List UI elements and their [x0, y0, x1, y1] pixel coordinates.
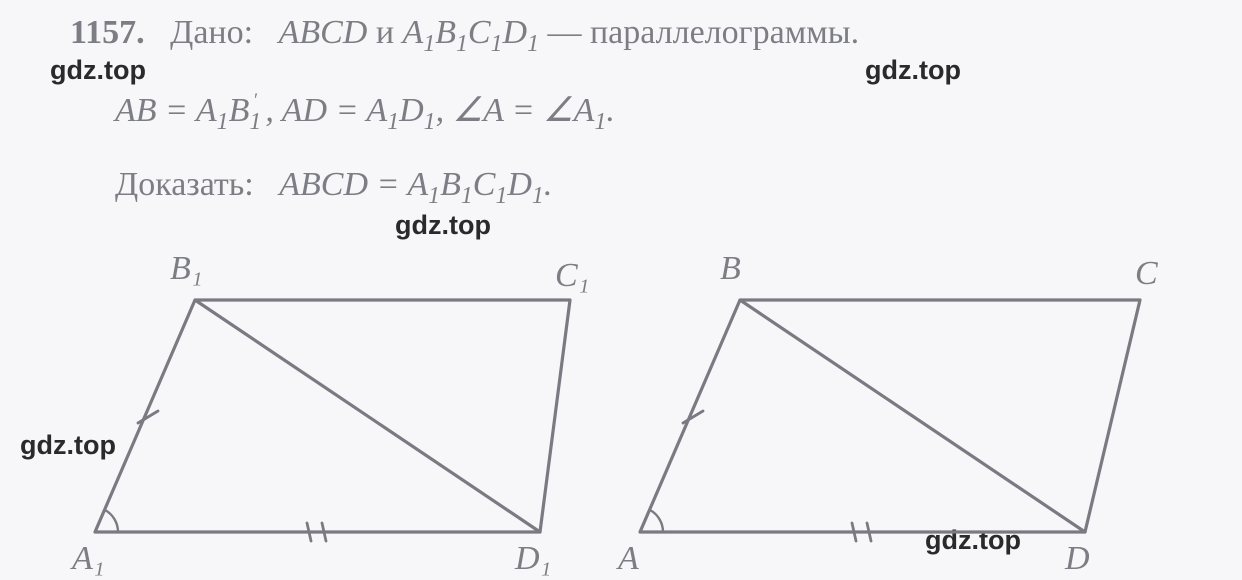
label-B: B — [720, 250, 741, 288]
diagram-svg — [0, 0, 1242, 580]
label-A1: A₁ — [72, 540, 105, 578]
left-parallelogram — [95, 300, 570, 541]
label-C1: C₁ — [555, 257, 590, 295]
right-parallelogram — [640, 300, 1140, 541]
page: 1157. Дано: ABCD и A1B1C1D1 — параллелог… — [0, 0, 1242, 580]
label-D: D — [1065, 540, 1090, 578]
label-D1: D₁ — [515, 540, 551, 578]
label-B1: B₁ — [170, 250, 203, 288]
label-C: C — [1135, 255, 1158, 293]
label-A: A — [618, 540, 639, 578]
